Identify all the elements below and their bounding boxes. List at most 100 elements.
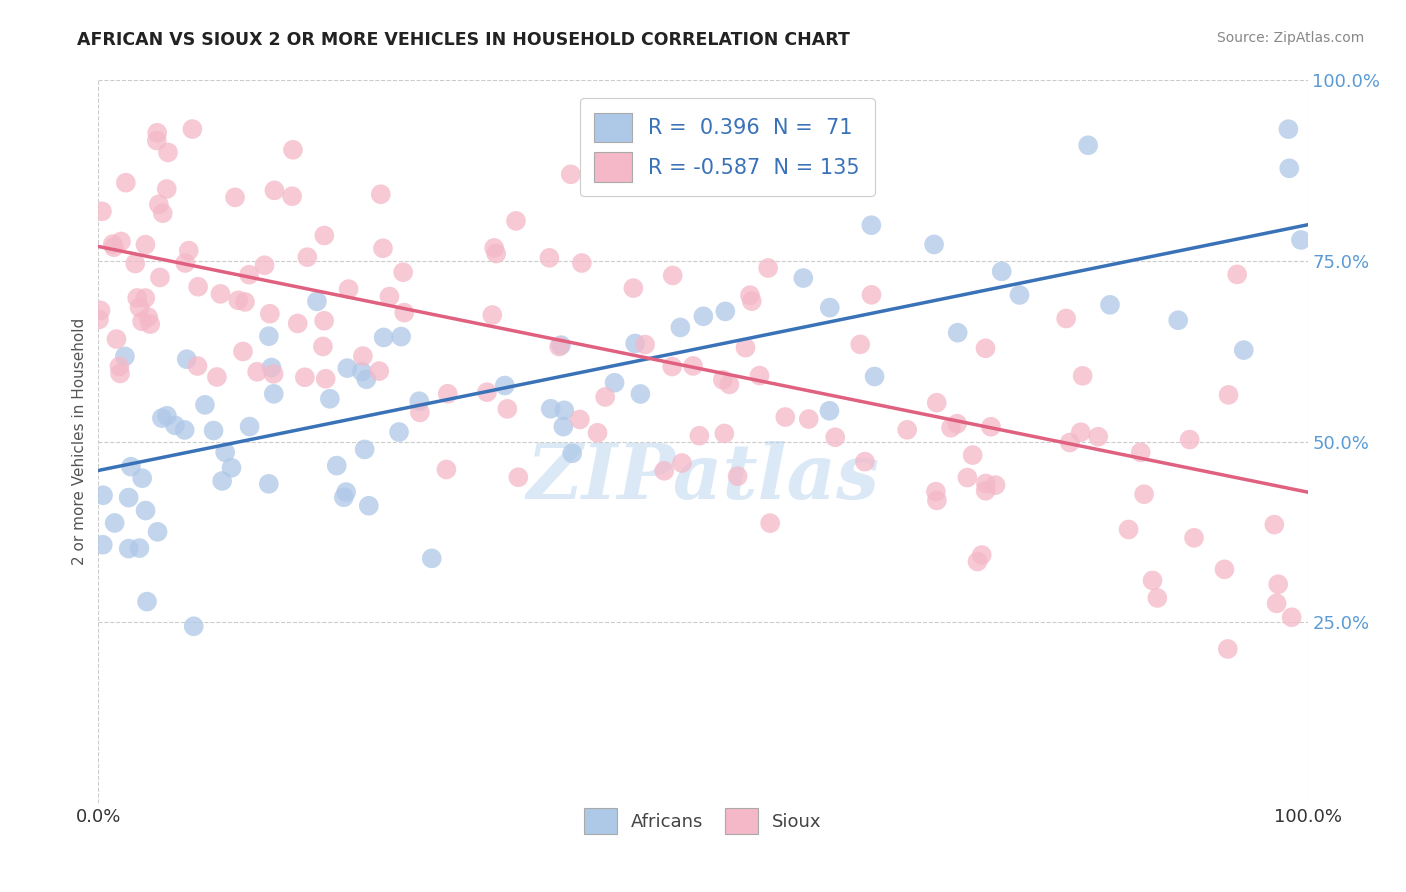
Point: [494, 378, 516, 392]
Point: [946, 326, 969, 340]
Point: [368, 364, 391, 378]
Point: [105, 332, 128, 346]
Point: [146, 126, 169, 140]
Point: [305, 294, 328, 309]
Point: [183, 619, 205, 633]
Point: [621, 281, 644, 295]
Point: [101, 237, 124, 252]
Point: [849, 337, 872, 351]
Point: [214, 445, 236, 459]
Point: [186, 359, 208, 373]
Point: [120, 459, 142, 474]
Text: Source: ZipAtlas.com: Source: ZipAtlas.com: [1216, 31, 1364, 45]
Point: [263, 367, 285, 381]
Point: [194, 398, 217, 412]
Point: [741, 294, 763, 309]
Point: [114, 350, 136, 364]
Point: [1218, 388, 1240, 402]
Point: [370, 187, 392, 202]
Point: [337, 282, 360, 296]
Point: [238, 268, 260, 282]
Point: [211, 474, 233, 488]
Point: [314, 228, 336, 243]
Point: [148, 197, 170, 211]
Point: [136, 310, 159, 325]
Point: [1265, 596, 1288, 610]
Point: [134, 291, 156, 305]
Point: [177, 244, 200, 258]
Point: [756, 260, 779, 275]
Point: [128, 301, 150, 315]
Point: [922, 237, 945, 252]
Point: [482, 241, 505, 255]
Point: [149, 270, 172, 285]
Point: [548, 340, 571, 354]
Legend: Africans, Sioux: Africans, Sioux: [574, 797, 832, 845]
Point: [734, 341, 756, 355]
Point: [90, 303, 112, 318]
Point: [1226, 268, 1249, 282]
Point: [561, 446, 583, 460]
Point: [388, 425, 411, 439]
Y-axis label: 2 or more Vehicles in Household: 2 or more Vehicles in Household: [72, 318, 87, 566]
Point: [661, 268, 683, 283]
Point: [1070, 425, 1092, 440]
Point: [553, 403, 575, 417]
Point: [436, 386, 458, 401]
Point: [350, 365, 373, 379]
Point: [1087, 430, 1109, 444]
Point: [335, 485, 357, 500]
Point: [939, 421, 962, 435]
Point: [434, 462, 457, 476]
Point: [669, 320, 692, 334]
Point: [128, 541, 150, 555]
Point: [485, 246, 508, 260]
Point: [333, 490, 356, 504]
Point: [394, 305, 416, 319]
Point: [253, 258, 276, 272]
Point: [603, 376, 626, 390]
Point: [475, 385, 498, 400]
Point: [91, 488, 114, 502]
Point: [315, 372, 337, 386]
Point: [718, 377, 741, 392]
Point: [860, 218, 883, 232]
Point: [257, 476, 280, 491]
Point: [263, 387, 285, 401]
Point: [496, 401, 519, 416]
Point: [508, 470, 530, 484]
Point: [974, 476, 997, 491]
Point: [156, 182, 179, 196]
Point: [134, 237, 156, 252]
Point: [259, 307, 281, 321]
Point: [1054, 311, 1077, 326]
Point: [420, 551, 443, 566]
Point: [408, 394, 430, 409]
Point: [152, 206, 174, 220]
Point: [946, 417, 969, 431]
Point: [357, 499, 380, 513]
Point: [624, 336, 647, 351]
Point: [353, 442, 375, 457]
Point: [1077, 138, 1099, 153]
Point: [319, 392, 342, 406]
Point: [628, 387, 651, 401]
Point: [1263, 517, 1285, 532]
Point: [1213, 562, 1236, 576]
Point: [108, 367, 131, 381]
Point: [896, 423, 918, 437]
Point: [294, 370, 316, 384]
Point: [593, 390, 616, 404]
Point: [661, 359, 683, 374]
Point: [980, 419, 1002, 434]
Point: [156, 409, 179, 423]
Point: [863, 369, 886, 384]
Point: [1233, 343, 1256, 357]
Point: [202, 424, 225, 438]
Point: [970, 548, 993, 562]
Point: [91, 538, 114, 552]
Point: [87, 312, 110, 326]
Point: [634, 337, 657, 351]
Point: [1071, 368, 1094, 383]
Point: [392, 265, 415, 279]
